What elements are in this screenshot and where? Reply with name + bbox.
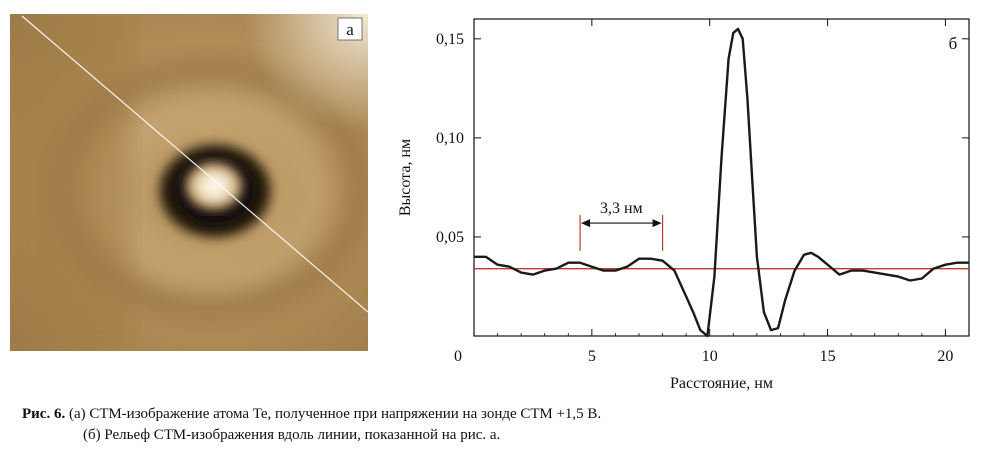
x-axis-label: Расстояние, нм bbox=[670, 375, 773, 392]
x-tick-label: 5 bbox=[588, 348, 596, 365]
plot-frame bbox=[473, 18, 970, 337]
profile-point bbox=[827, 264, 828, 265]
scan-line bbox=[21, 15, 368, 313]
profile-point bbox=[742, 38, 743, 39]
profile-point bbox=[591, 266, 592, 267]
caption-figure-number: Рис. 6. bbox=[22, 406, 66, 422]
stm-image-panel: а bbox=[10, 14, 368, 351]
profile-point bbox=[568, 262, 569, 263]
x-tick-label: 0 bbox=[454, 348, 462, 365]
profile-point bbox=[839, 274, 840, 275]
profile-point bbox=[485, 256, 486, 257]
profile-point bbox=[603, 270, 604, 271]
profile-point bbox=[921, 278, 922, 279]
profile-point bbox=[662, 260, 663, 261]
y-tick-label: 0,10 bbox=[436, 130, 464, 147]
caption-line-1: Рис. 6. (а) СТМ-изображение атома Te, по… bbox=[22, 404, 972, 425]
panel-a-label: а bbox=[346, 20, 354, 39]
profile-point bbox=[733, 32, 734, 33]
stm-image: а bbox=[10, 14, 368, 351]
profile-point bbox=[945, 264, 946, 265]
profile-point bbox=[579, 262, 580, 263]
x-tick-label: 15 bbox=[820, 348, 836, 365]
profile-point bbox=[777, 327, 778, 328]
profile-point bbox=[968, 262, 969, 263]
profile-point bbox=[615, 270, 616, 271]
profile-point bbox=[650, 258, 651, 259]
profile-point bbox=[521, 272, 522, 273]
profile-point bbox=[957, 262, 958, 263]
annotation-arrow-right-head bbox=[652, 219, 662, 228]
profile-point bbox=[638, 258, 639, 259]
profile-point bbox=[544, 270, 545, 271]
profile-point bbox=[473, 256, 474, 257]
figure-caption: Рис. 6. (а) СТМ-изображение атома Te, по… bbox=[22, 404, 972, 446]
profile-point bbox=[497, 264, 498, 265]
profile-point bbox=[818, 256, 819, 257]
x-tick-label: 20 bbox=[937, 348, 953, 365]
profile-point bbox=[862, 270, 863, 271]
x-tick-label: 10 bbox=[702, 348, 718, 365]
y-axis-label: Высота, нм bbox=[397, 139, 414, 216]
profile-point bbox=[714, 276, 715, 277]
profile-point bbox=[747, 98, 748, 99]
annotation-label: 3,3 нм bbox=[600, 200, 643, 217]
profile-point bbox=[728, 58, 729, 59]
profile-point bbox=[627, 266, 628, 267]
y-tick-label: 0,15 bbox=[436, 31, 464, 48]
caption-line-2: (б) Рельеф СТМ-изображения вдоль линии, … bbox=[83, 427, 501, 443]
profile-point bbox=[693, 312, 694, 313]
profile-point bbox=[509, 266, 510, 267]
panel-a-label-box bbox=[337, 17, 363, 41]
profile-point bbox=[803, 254, 804, 255]
profile-point bbox=[886, 274, 887, 275]
profile-point bbox=[756, 256, 757, 257]
profile-point bbox=[810, 252, 811, 253]
profile-point bbox=[770, 329, 771, 330]
caption-text-a: (а) СТМ-изображение атома Te, полученное… bbox=[65, 406, 602, 422]
profile-point bbox=[532, 274, 533, 275]
profile-point bbox=[674, 270, 675, 271]
profile-line bbox=[474, 27, 969, 338]
profile-point bbox=[794, 270, 795, 271]
profile-point bbox=[686, 296, 687, 297]
profile-point bbox=[707, 335, 708, 336]
profile-point bbox=[898, 276, 899, 277]
profile-point bbox=[909, 280, 910, 281]
profile-point bbox=[721, 157, 722, 158]
profile-point bbox=[785, 300, 786, 301]
profile-point bbox=[700, 329, 701, 330]
y-tick-label: 0,05 bbox=[436, 229, 464, 246]
profile-point bbox=[763, 312, 764, 313]
profile-point bbox=[933, 268, 934, 269]
profile-chart: 0 5 10 15 20 0,05 0,10 0,15 Расстояние, нм Высота… bbox=[397, 18, 970, 392]
profile-point bbox=[874, 272, 875, 273]
profile-point bbox=[737, 28, 738, 29]
profile-chart-panel: 0 5 10 15 20 0,05 0,10 0,15 Расстояние, нм Высота… bbox=[397, 18, 970, 392]
profile-point bbox=[556, 268, 557, 269]
profile-point bbox=[851, 270, 852, 271]
panel-b-label: б bbox=[949, 34, 958, 53]
profile-point bbox=[752, 177, 753, 178]
annotation-arrow-left-head bbox=[581, 219, 591, 228]
